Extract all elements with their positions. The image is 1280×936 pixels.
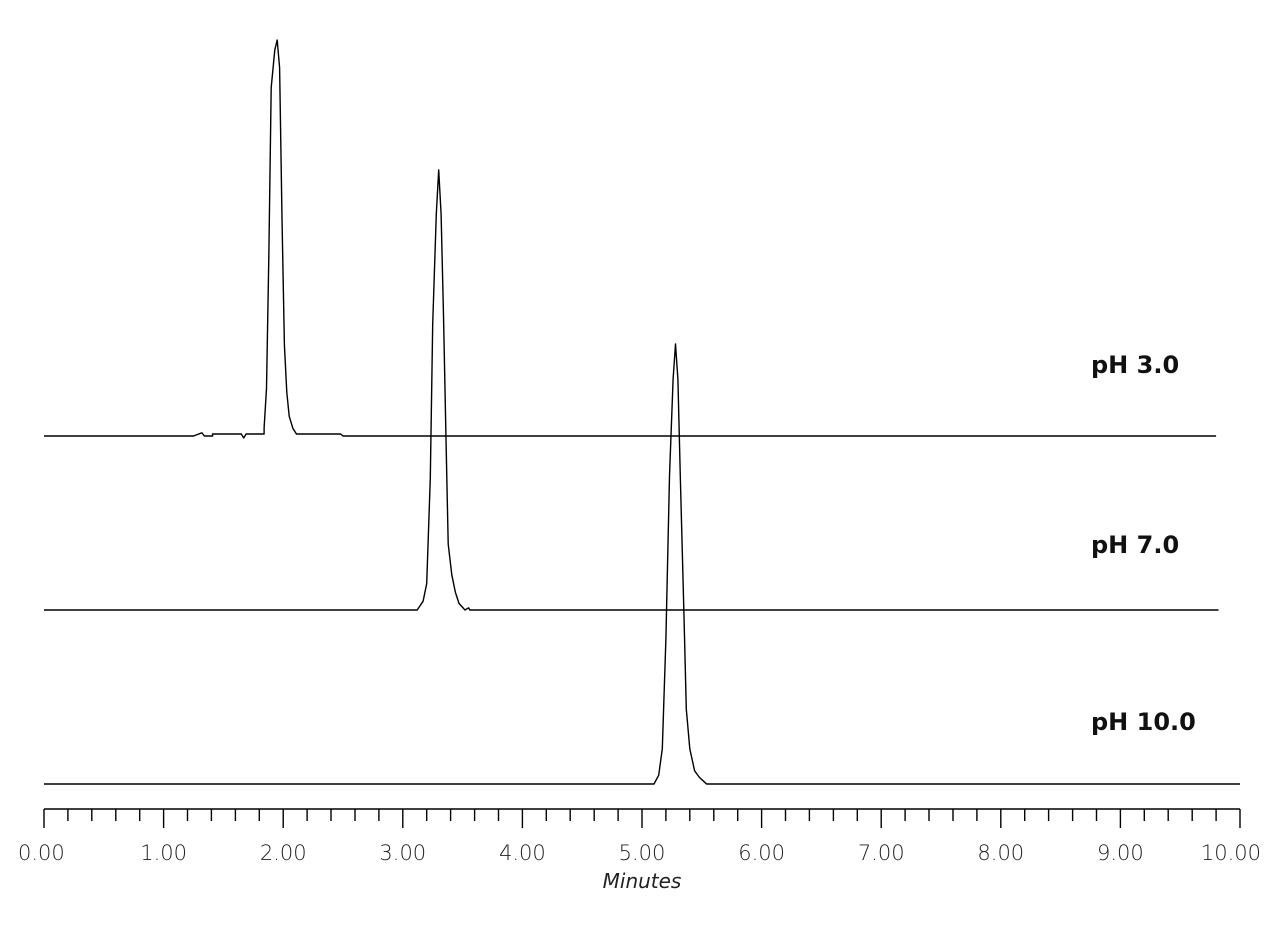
x-axis-ticks [43, 809, 1241, 828]
x-axis-tick-label: 7.00 [858, 841, 905, 865]
series-label: pH 10.0 [1091, 708, 1196, 736]
x-axis-tick-label: 3.00 [379, 841, 426, 865]
x-axis-tick-label: 0.00 [18, 841, 65, 865]
x-axis-tick-label: 4.00 [499, 841, 546, 865]
x-axis: 0.00 1.00 2.00 3.00 4.00 5.00 6.00 7.00 8.00 9.00… [18, 808, 1261, 893]
series-label: pH 7.0 [1091, 531, 1179, 559]
x-axis-title: Minutes [603, 869, 682, 893]
x-axis-tick-label: 5.00 [619, 841, 666, 865]
x-axis-tick-label: 10.00 [1201, 841, 1261, 865]
series-layer: pH 3.0 pH 7.0 pH 10.0 [44, 39, 1240, 785]
chromatogram-trace [44, 39, 1217, 439]
chromatogram-trace [44, 343, 1240, 785]
series-label: pH 3.0 [1091, 351, 1179, 379]
x-axis-tick-label: 8.00 [977, 841, 1024, 865]
chromatogram-trace [44, 169, 1219, 611]
x-axis-tick-label: 2.00 [260, 841, 307, 865]
x-axis-tick-label: 9.00 [1097, 841, 1144, 865]
x-axis-tick-labels: 0.00 1.00 2.00 3.00 4.00 5.00 6.00 7.00 8.00 9.00… [18, 841, 1261, 865]
x-axis-tick-label: 1.00 [140, 841, 187, 865]
x-axis-tick-label: 6.00 [738, 841, 785, 865]
